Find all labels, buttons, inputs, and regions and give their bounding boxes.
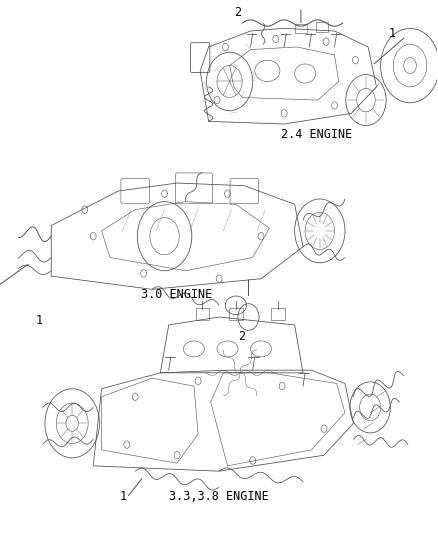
Text: 1: 1 (389, 27, 396, 40)
Text: 2.4 ENGINE: 2.4 ENGINE (281, 128, 353, 141)
Text: 2: 2 (235, 5, 242, 19)
Text: 2: 2 (238, 330, 245, 343)
Text: 3.0 ENGINE: 3.0 ENGINE (141, 288, 213, 301)
Text: 3.3,3.8 ENGINE: 3.3,3.8 ENGINE (169, 490, 268, 503)
Text: 1: 1 (35, 314, 42, 327)
Text: 1: 1 (119, 490, 126, 503)
